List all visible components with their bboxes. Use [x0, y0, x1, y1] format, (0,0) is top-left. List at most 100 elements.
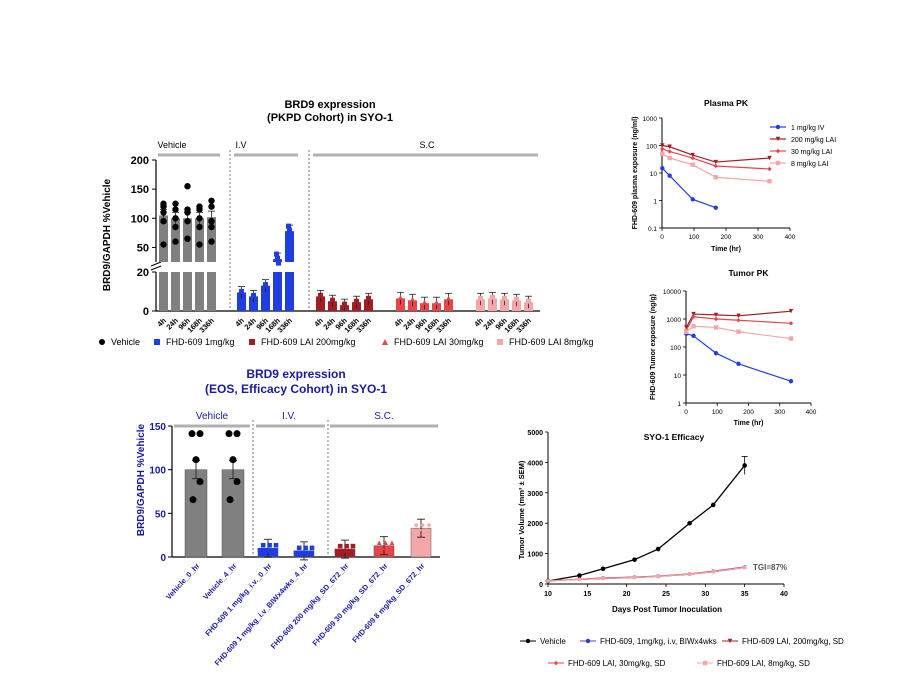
data-point [434, 299, 439, 305]
data-point [342, 301, 347, 307]
y-tick-label: 4000 [527, 460, 543, 467]
data-point [667, 144, 672, 149]
y-tick-label: 1 [677, 401, 681, 408]
data-point [690, 197, 695, 202]
legend-label: Vehicle [111, 337, 140, 347]
data-point [660, 146, 665, 152]
data-point [736, 329, 741, 334]
data-point [172, 215, 179, 222]
y-tick-label: 100 [149, 466, 166, 477]
chart-title: Plasma PK [704, 98, 749, 108]
group-header: I.V. [282, 411, 296, 422]
data-point [410, 296, 415, 302]
data-point [687, 572, 692, 576]
data-point [273, 542, 279, 548]
data-point [788, 321, 794, 326]
y-tick-label: 10 [674, 373, 682, 380]
data-point [687, 520, 692, 526]
data-point [160, 218, 167, 225]
data-point [713, 175, 718, 180]
x-tick-label: 10 [544, 591, 552, 598]
bar [316, 296, 325, 311]
data-point [300, 550, 305, 556]
data-point [196, 203, 203, 210]
bar [249, 296, 258, 311]
bar [237, 292, 246, 311]
group-header: Vehicle [157, 140, 186, 150]
x-tick-label: 400 [785, 234, 796, 241]
legend-marker [727, 638, 733, 644]
data-point [660, 151, 665, 156]
data-point [208, 197, 215, 204]
data-point [420, 522, 425, 528]
group-header: I.V [235, 140, 246, 150]
data-point [667, 155, 672, 161]
data-point [713, 351, 719, 356]
data-point [354, 298, 359, 304]
data-point [318, 292, 323, 298]
data-point [690, 155, 695, 161]
data-point [767, 166, 772, 172]
legend-marker [553, 660, 559, 666]
data-point [656, 574, 660, 579]
x-tick-label: 20 [623, 591, 631, 598]
bar [183, 272, 192, 311]
legend-marker [154, 339, 160, 345]
y-tick-label: 1000 [527, 552, 543, 559]
data-point [276, 260, 281, 266]
data-point [337, 543, 343, 549]
data-point [713, 159, 718, 165]
data-point [296, 545, 302, 551]
data-point [188, 430, 196, 438]
x-tick-label: 336h [434, 316, 453, 335]
group-header: S.C [419, 140, 435, 150]
data-point [184, 218, 191, 225]
chart-title: Tumor PK [729, 268, 770, 278]
data-point [341, 548, 346, 554]
data-point [208, 203, 215, 210]
data-point [263, 282, 268, 288]
x-tick-label: FHD-609 8 mg/kg_SD_672_hr [350, 561, 426, 644]
data-point [490, 294, 495, 300]
data-point [767, 155, 772, 161]
data-point [160, 200, 167, 207]
data-point [251, 292, 256, 298]
x-tick-label: 300 [774, 409, 785, 416]
data-point [710, 502, 716, 508]
legend-label: FHD-609 1mg/kg [166, 337, 235, 347]
data-point [208, 218, 215, 225]
series-line [661, 167, 716, 209]
x-tick-label: 336h [514, 316, 533, 335]
legend-label: FHD-609 LAI 8mg/kg [509, 337, 594, 347]
legend-marker [497, 339, 503, 345]
y-tick-label: 20 [137, 267, 149, 279]
y-tick-label: 5000 [527, 430, 543, 437]
data-point [380, 545, 385, 550]
chart-title: SYO-1 Efficacy [644, 432, 705, 442]
chart-subtitle: (EOS, Efficacy Cohort) in SYO-1 [205, 382, 387, 396]
data-point [383, 540, 388, 545]
y-tick-label: 150 [149, 422, 166, 433]
bar [261, 285, 270, 311]
data-point [172, 206, 179, 213]
x-tick-label: Vehicle_0_hr [164, 561, 201, 601]
y-tick-label: 10000 [663, 289, 681, 296]
data-point [225, 430, 233, 438]
data-point [257, 547, 263, 553]
data-point [526, 298, 531, 304]
data-point [410, 527, 416, 533]
data-point [196, 430, 204, 438]
legend-label: 30 mg/kg LAI [791, 149, 832, 156]
data-point [160, 209, 167, 216]
data-point [160, 241, 167, 248]
bar [195, 218, 204, 262]
data-point [189, 496, 197, 504]
bar [273, 272, 282, 311]
data-point [366, 295, 371, 301]
data-point [742, 565, 747, 570]
data-point [398, 294, 403, 300]
data-point [334, 548, 340, 554]
data-point [788, 379, 794, 384]
data-point [226, 496, 234, 504]
legend-marker [775, 136, 781, 142]
